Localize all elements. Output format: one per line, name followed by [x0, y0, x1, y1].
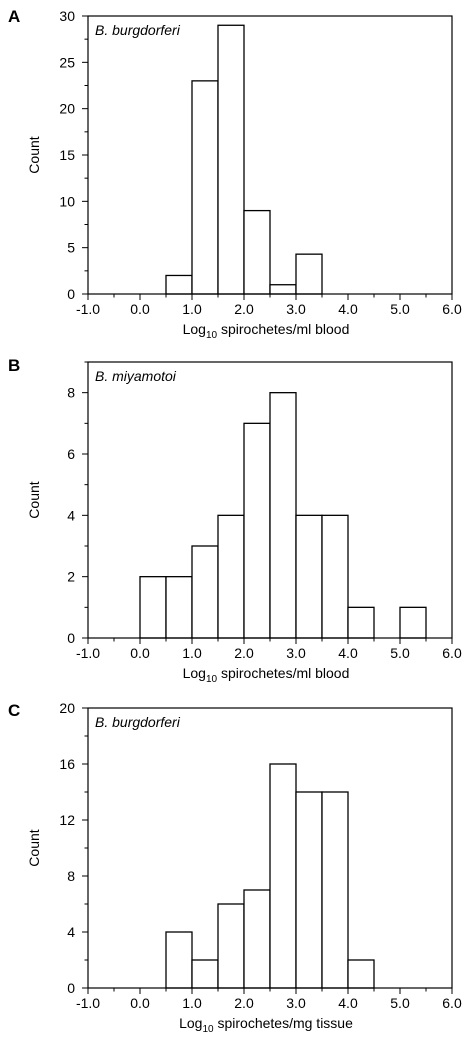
panel-letter: B: [8, 356, 20, 375]
y-tick-label: 20: [59, 700, 75, 716]
x-tick-label: 6.0: [442, 301, 462, 317]
x-tick-label: 6.0: [442, 645, 462, 661]
x-tick-label: 3.0: [286, 301, 306, 317]
histogram-bar: [269, 284, 297, 295]
histogram-bar: [347, 606, 375, 639]
histogram-bar: [165, 931, 193, 989]
x-tick-label: 5.0: [390, 645, 410, 661]
panel-letter: C: [8, 701, 20, 720]
x-tick-label: -1.0: [76, 995, 100, 1011]
species-annotation: B. burgdorferi: [95, 714, 181, 730]
histogram-bar: [295, 791, 323, 989]
histogram-bar: [217, 24, 245, 295]
histogram-bar: [295, 253, 323, 295]
y-tick-label: 6: [67, 446, 75, 462]
y-tick-label: 20: [59, 101, 75, 117]
histogram-bar: [399, 606, 427, 639]
y-tick-label: 4: [67, 507, 75, 523]
x-axis-label: Log10 spirochetes/mg tissue: [179, 1015, 353, 1035]
y-tick-label: 15: [59, 147, 75, 163]
y-tick-label: 5: [67, 240, 75, 256]
y-tick-label: 4: [67, 924, 75, 940]
x-tick-label: -1.0: [76, 301, 100, 317]
histogram-bar: [321, 514, 349, 639]
y-tick-label: 8: [67, 868, 75, 884]
y-tick-label: 2: [67, 569, 75, 585]
species-annotation: B. miyamotoi: [95, 368, 177, 384]
histogram-bar: [191, 545, 219, 639]
x-tick-label: 2.0: [234, 301, 254, 317]
y-tick-label: 0: [67, 630, 75, 646]
y-axis-label: Count: [26, 481, 42, 518]
x-tick-label: 4.0: [338, 645, 358, 661]
y-axis-label: Count: [26, 136, 42, 173]
histogram-bar: [243, 422, 271, 639]
x-tick-label: -1.0: [76, 645, 100, 661]
y-tick-label: 12: [59, 812, 75, 828]
histogram-bar: [295, 514, 323, 639]
histogram-bar: [191, 80, 219, 295]
x-tick-label: 0.0: [130, 645, 150, 661]
x-tick-label: 6.0: [442, 995, 462, 1011]
histogram-bar: [191, 959, 219, 989]
panel-a: -1.0 0.0 1.0 2.0 3.0 4.0 5.0 6.0 0 5 10 15 20 25 30 Cou…: [8, 7, 462, 341]
x-tick-label: 1.0: [182, 301, 202, 317]
x-tick-label: 3.0: [286, 645, 306, 661]
y-tick-label: 8: [67, 385, 75, 401]
x-tick-label: 4.0: [338, 995, 358, 1011]
histogram-bar: [139, 576, 167, 639]
histogram-bar: [165, 576, 193, 639]
histogram-bar: [217, 903, 245, 989]
histogram-bar: [217, 514, 245, 639]
y-axis-label: Count: [26, 829, 42, 866]
x-tick-label: 0.0: [130, 301, 150, 317]
histogram-bar: [269, 763, 297, 989]
x-tick-label: 1.0: [182, 645, 202, 661]
histogram-bar: [269, 392, 297, 639]
y-tick-label: 25: [59, 54, 75, 70]
x-tick-label: 4.0: [338, 301, 358, 317]
x-tick-label: 2.0: [234, 645, 254, 661]
histogram-bar: [347, 959, 375, 989]
y-tick-label: 10: [59, 193, 75, 209]
y-tick-label: 30: [59, 8, 75, 24]
x-tick-label: 2.0: [234, 995, 254, 1011]
panel-c: -1.0 0.0 1.0 2.0 3.0 4.0 5.0 6.0 0 4 8 12 16 20 Count L…: [8, 700, 462, 1035]
x-axis-label: Log10 spirochetes/ml blood: [183, 665, 350, 685]
x-tick-label: 0.0: [130, 995, 150, 1011]
x-tick-label: 5.0: [390, 301, 410, 317]
x-tick-label: 1.0: [182, 995, 202, 1011]
histogram-bar: [243, 209, 271, 295]
panel-letter: A: [8, 7, 20, 26]
histogram-bar: [165, 274, 193, 295]
x-tick-label: 3.0: [286, 995, 306, 1011]
x-tick-label: 5.0: [390, 995, 410, 1011]
y-tick-label: 0: [67, 980, 75, 996]
species-annotation: B. burgdorferi: [95, 22, 181, 38]
y-tick-label: 16: [59, 756, 75, 772]
histogram-bar: [243, 889, 271, 989]
y-tick-label: 0: [67, 286, 75, 302]
panel-b: -1.0 0.0 1.0 2.0 3.0 4.0 5.0 6.0 0 2 4 6 8 Count Log10…: [8, 356, 462, 685]
x-axis-label: Log10 spirochetes/ml blood: [183, 321, 350, 341]
histogram-bar: [321, 791, 349, 989]
